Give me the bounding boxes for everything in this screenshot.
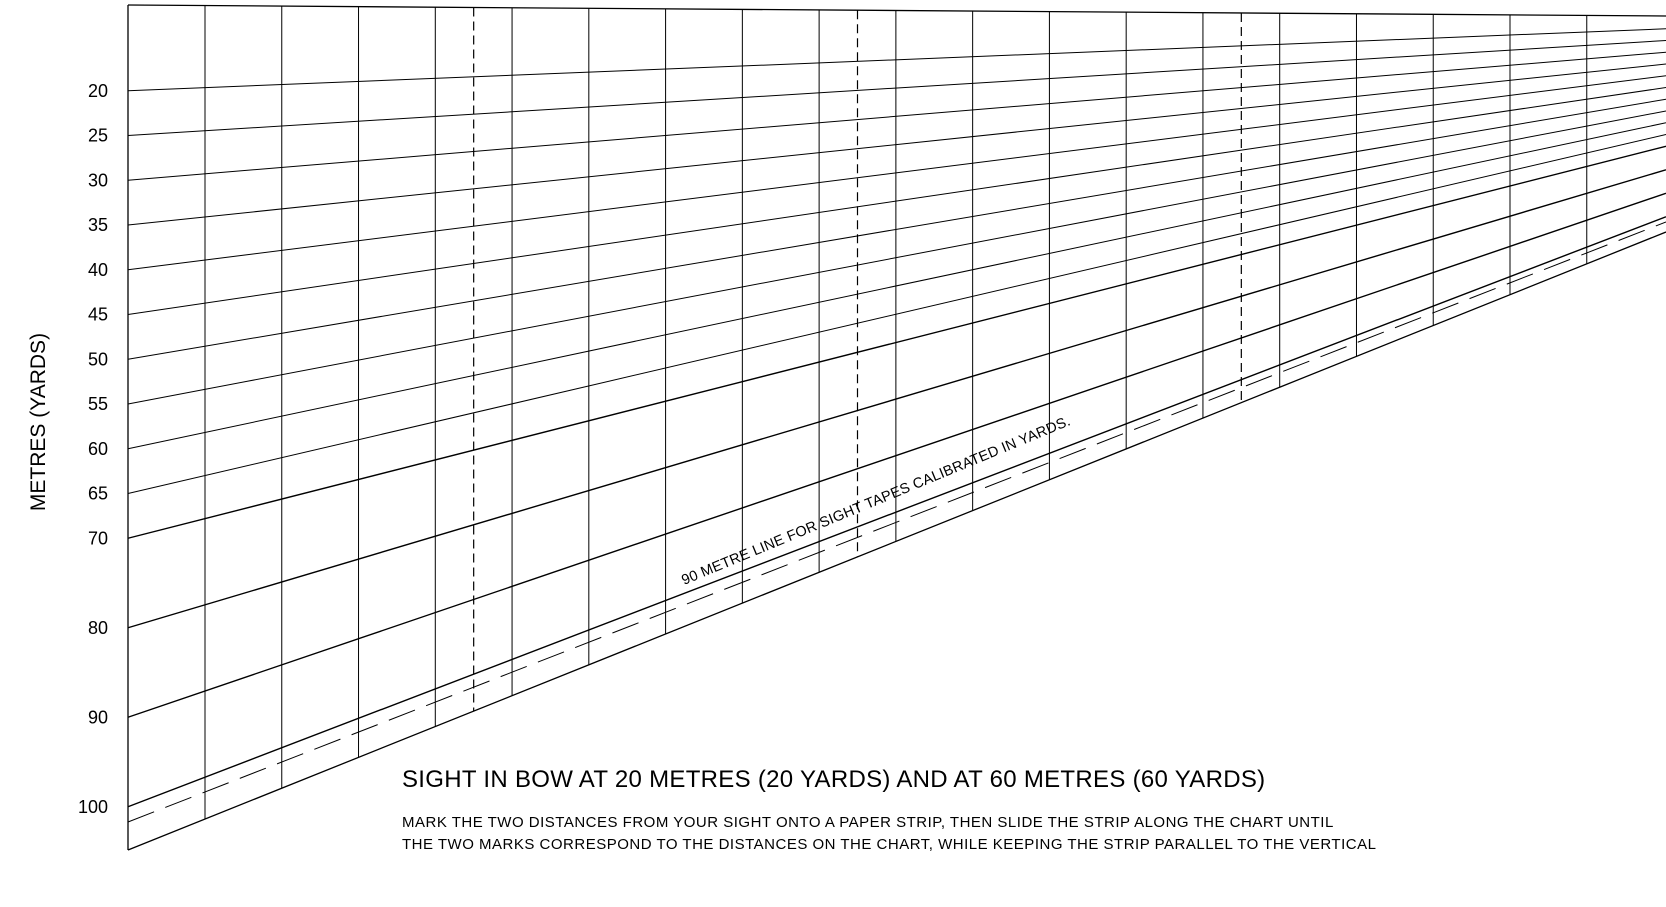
chart-frame <box>127 4 1666 851</box>
tick-label-100: 100 <box>78 797 108 817</box>
instructions-line-2: THE TWO MARKS CORRESPOND TO THE DISTANCE… <box>402 836 1376 853</box>
tick-label-90: 90 <box>88 707 108 727</box>
distance-line-60 <box>127 122 1666 450</box>
distance-line-65 <box>127 134 1666 494</box>
distance-line-55 <box>127 110 1666 405</box>
tick-label-20: 20 <box>88 81 108 101</box>
reference-line <box>127 221 1666 823</box>
tick-label-80: 80 <box>88 618 108 638</box>
grid-lines <box>204 5 1588 820</box>
tick-label-70: 70 <box>88 528 108 548</box>
distance-line-30 <box>127 51 1666 181</box>
instructions-line-1: MARK THE TWO DISTANCES FROM YOUR SIGHT O… <box>402 814 1334 831</box>
tick-label-35: 35 <box>88 215 108 235</box>
distance-line-90 <box>127 192 1666 718</box>
tick-label-60: 60 <box>88 439 108 459</box>
tick-label-45: 45 <box>88 305 108 325</box>
tick-label-65: 65 <box>88 484 108 504</box>
distance-line-50 <box>127 98 1666 360</box>
distance-tick-labels: 20 25 30 35 40 45 50 55 60 65 70 80 90 100 <box>78 81 108 817</box>
tick-label-40: 40 <box>88 260 108 280</box>
distance-line-80 <box>127 169 1666 629</box>
tick-label-25: 25 <box>88 126 108 146</box>
frame-top <box>127 4 1666 17</box>
distance-line-25 <box>127 40 1666 136</box>
instructions-title: SIGHT IN BOW AT 20 METRES (20 YARDS) AND… <box>402 766 1265 793</box>
reference-line-group <box>127 221 1666 823</box>
tick-label-30: 30 <box>88 170 108 190</box>
tick-label-55: 55 <box>88 394 108 414</box>
distance-line-20 <box>127 28 1666 92</box>
distance-lines <box>127 28 1666 808</box>
distance-line-70 <box>127 145 1666 539</box>
distance-line-45 <box>127 87 1666 315</box>
frame-bottom-edge <box>127 231 1666 851</box>
y-axis-title: METRES (YARDS) <box>27 333 50 511</box>
distance-line-100 <box>127 216 1666 808</box>
tick-label-50: 50 <box>88 349 108 369</box>
reference-line-label: 90 METRE LINE FOR SIGHT TAPES CALIBRATED… <box>679 413 1073 588</box>
distance-line-35 <box>127 63 1666 226</box>
distance-line-40 <box>127 75 1666 271</box>
